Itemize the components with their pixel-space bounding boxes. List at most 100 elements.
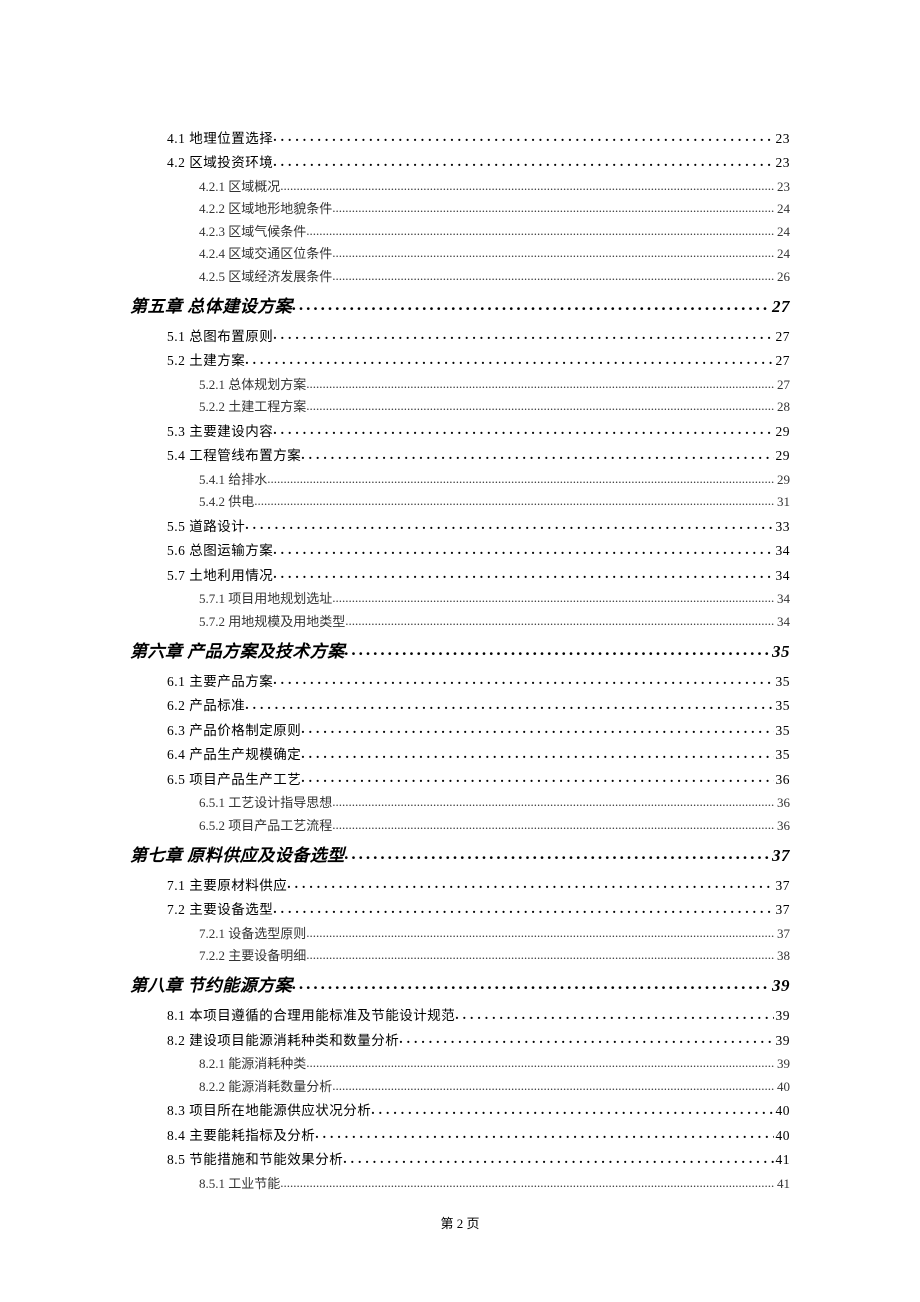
toc-entry: 4.2.3 区域气候条件 24 xyxy=(199,221,790,240)
toc-entry-page: 41 xyxy=(774,1152,791,1168)
toc-entry-label: 5.7 土地利用情况 xyxy=(167,564,273,584)
toc-entry-page: 24 xyxy=(775,201,790,217)
toc-leader-dots xyxy=(306,223,775,236)
toc-entry: 第七章 原料供应及设备选型37 xyxy=(130,841,790,866)
toc-entry-page: 28 xyxy=(775,399,790,415)
toc-entry: 8.1 本项目遵循的合理用能标准及节能设计规范39 xyxy=(167,1004,790,1024)
toc-container: 4.1 地理位置选择234.2 区域投资环境234.2.1 区域概况234.2.… xyxy=(130,122,790,1195)
toc-entry-label: 第六章 产品方案及技术方案 xyxy=(130,637,345,662)
toc-entry-label: 5.4 工程管线布置方案 xyxy=(167,444,301,464)
toc-entry-page: 35 xyxy=(774,723,791,739)
toc-entry-label: 4.2.2 区域地形地貌条件 xyxy=(199,198,332,217)
toc-entry-label: 5.3 主要建设内容 xyxy=(167,420,273,440)
toc-leader-dots xyxy=(245,697,773,711)
toc-leader-dots xyxy=(267,471,775,484)
toc-leader-dots xyxy=(343,1151,773,1165)
toc-entry-label: 5.4.1 给排水 xyxy=(199,469,267,488)
toc-entry: 4.1 地理位置选择 23 xyxy=(167,127,790,147)
toc-entry-label: 第八章 节约能源方案 xyxy=(130,971,292,996)
toc-leader-dots xyxy=(371,1102,773,1116)
toc-entry: 8.2.1 能源消耗种类39 xyxy=(199,1053,790,1072)
toc-entry: 5.7.2 用地规模及用地类型34 xyxy=(199,611,790,630)
toc-entry-page: 39 xyxy=(770,976,790,996)
toc-entry-page: 35 xyxy=(774,698,791,714)
toc-entry-label: 8.2.2 能源消耗数量分析 xyxy=(199,1076,332,1095)
toc-entry-page: 34 xyxy=(775,614,790,630)
toc-entry: 5.4.2 供电31 xyxy=(199,491,790,510)
toc-entry-page: 26 xyxy=(775,269,790,285)
toc-leader-dots xyxy=(273,154,773,168)
toc-leader-dots xyxy=(273,566,773,580)
toc-entry: 4.2.2 区域地形地貌条件 24 xyxy=(199,198,790,217)
toc-entry-label: 6.1 主要产品方案 xyxy=(167,670,273,690)
toc-entry: 5.7 土地利用情况34 xyxy=(167,564,790,584)
toc-entry: 7.2 主要设备选型37 xyxy=(167,898,790,918)
toc-leader-dots xyxy=(273,327,773,341)
toc-entry-label: 第五章 总体建设方案 xyxy=(130,292,292,317)
toc-leader-dots xyxy=(332,590,775,603)
toc-entry-label: 5.7.1 项目用地规划选址 xyxy=(199,588,332,607)
toc-entry-page: 27 xyxy=(774,329,791,345)
toc-entry-label: 4.2.5 区域经济发展条件 xyxy=(199,266,332,285)
toc-entry-page: 36 xyxy=(775,795,790,811)
toc-entry: 第八章 节约能源方案 39 xyxy=(130,971,790,996)
toc-entry-page: 35 xyxy=(774,747,791,763)
toc-leader-dots xyxy=(455,1007,773,1021)
toc-leader-dots xyxy=(245,517,773,531)
toc-leader-dots xyxy=(306,398,775,411)
toc-leader-dots xyxy=(345,640,770,657)
toc-entry: 5.2.2 土建工程方案 28 xyxy=(199,396,790,415)
toc-entry-label: 5.2.2 土建工程方案 xyxy=(199,396,306,415)
toc-leader-dots xyxy=(332,245,775,258)
toc-entry-page: 34 xyxy=(774,543,791,559)
toc-entry-page: 29 xyxy=(774,424,791,440)
toc-entry: 5.2 土建方案27 xyxy=(167,349,790,369)
toc-entry-label: 7.2.2 主要设备明细 xyxy=(199,945,306,964)
toc-entry-label: 4.2.3 区域气候条件 xyxy=(199,221,306,240)
toc-entry: 5.2.1 总体规划方案27 xyxy=(199,374,790,393)
page-number-label: 第 2 页 xyxy=(440,1216,479,1231)
toc-entry: 6.1 主要产品方案 35 xyxy=(167,670,790,690)
toc-leader-dots xyxy=(273,542,773,556)
toc-entry-page: 35 xyxy=(774,674,791,690)
toc-entry-label: 5.5 道路设计 xyxy=(167,515,245,535)
toc-entry: 7.2.1 设备选型原则37 xyxy=(199,923,790,942)
toc-leader-dots xyxy=(345,613,775,626)
toc-entry-label: 5.6 总图运输方案 xyxy=(167,539,273,559)
toc-entry-label: 4.1 地理位置选择 xyxy=(167,127,273,147)
toc-entry: 4.2.4 区域交通区位条件24 xyxy=(199,243,790,262)
toc-entry-page: 24 xyxy=(775,246,790,262)
toc-entry-label: 7.1 主要原材料供应 xyxy=(167,874,287,894)
toc-entry: 5.4 工程管线布置方案29 xyxy=(167,444,790,464)
toc-leader-dots xyxy=(273,129,773,143)
toc-entry-label: 6.5 项目产品生产工艺 xyxy=(167,768,301,788)
toc-leader-dots xyxy=(273,901,773,915)
toc-entry-page: 23 xyxy=(774,155,791,171)
toc-leader-dots xyxy=(306,925,775,938)
toc-entry-page: 38 xyxy=(775,948,790,964)
toc-entry-page: 40 xyxy=(774,1103,791,1119)
toc-entry-page: 23 xyxy=(774,131,791,147)
toc-entry-page: 23 xyxy=(775,179,790,195)
toc-entry: 8.2 建设项目能源消耗种类和数量分析39 xyxy=(167,1029,790,1049)
toc-entry: 8.5 节能措施和节能效果分析41 xyxy=(167,1148,790,1168)
toc-entry-label: 4.2.1 区域概况 xyxy=(199,176,280,195)
toc-entry-page: 36 xyxy=(775,818,790,834)
toc-entry: 4.2.5 区域经济发展条件 26 xyxy=(199,266,790,285)
toc-leader-dots xyxy=(301,721,773,735)
toc-entry: 8.2.2 能源消耗数量分析 40 xyxy=(199,1076,790,1095)
toc-entry-page: 39 xyxy=(775,1056,790,1072)
toc-entry-page: 24 xyxy=(775,224,790,240)
toc-entry: 8.5.1 工业节能41 xyxy=(199,1173,790,1192)
toc-entry-page: 29 xyxy=(775,472,790,488)
toc-leader-dots xyxy=(280,178,775,191)
toc-leader-dots xyxy=(273,422,773,436)
toc-entry: 4.2 区域投资环境23 xyxy=(167,151,790,171)
toc-entry-label: 8.3 项目所在地能源供应状况分析 xyxy=(167,1099,371,1119)
toc-entry-page: 40 xyxy=(775,1079,790,1095)
toc-entry-label: 第七章 原料供应及设备选型 xyxy=(130,841,345,866)
toc-entry-page: 41 xyxy=(775,1176,790,1192)
toc-leader-dots xyxy=(301,746,773,760)
toc-entry: 5.7.1 项目用地规划选址 34 xyxy=(199,588,790,607)
toc-entry-page: 34 xyxy=(775,591,790,607)
